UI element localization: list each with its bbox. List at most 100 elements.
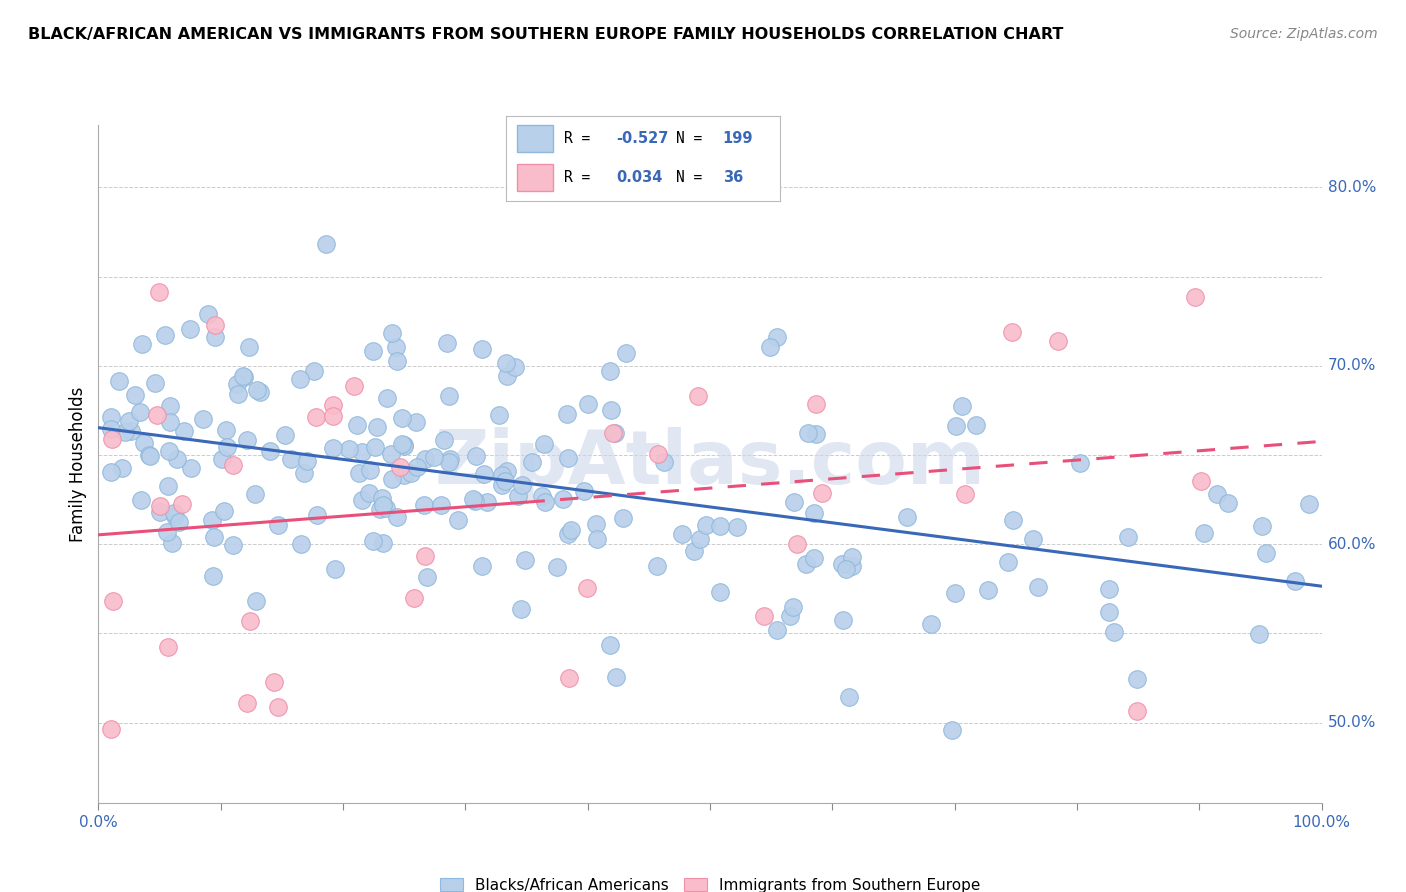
Point bbox=[557, 450, 579, 465]
Point bbox=[439, 451, 461, 466]
Point bbox=[391, 436, 413, 450]
Point bbox=[1254, 546, 1277, 560]
Text: 50.0%: 50.0% bbox=[1327, 715, 1376, 730]
Point bbox=[124, 387, 146, 401]
Point bbox=[513, 553, 536, 567]
Point bbox=[290, 372, 312, 386]
Point bbox=[179, 322, 201, 336]
Point bbox=[108, 374, 131, 388]
Point bbox=[553, 491, 575, 506]
Point bbox=[950, 399, 973, 413]
Point bbox=[953, 486, 976, 500]
Point bbox=[689, 532, 711, 546]
Point bbox=[614, 346, 637, 360]
Point bbox=[534, 495, 557, 509]
FancyBboxPatch shape bbox=[517, 164, 553, 192]
Point bbox=[413, 451, 436, 466]
Point bbox=[510, 602, 533, 616]
Point bbox=[831, 613, 853, 627]
Point bbox=[465, 449, 488, 463]
Point bbox=[143, 376, 166, 391]
Text: ZipAtlas.com: ZipAtlas.com bbox=[434, 427, 986, 500]
Point bbox=[1116, 530, 1139, 544]
Point bbox=[505, 359, 527, 374]
Point bbox=[392, 439, 415, 453]
Point bbox=[202, 530, 225, 544]
Point bbox=[920, 617, 942, 632]
Point bbox=[374, 501, 396, 516]
Point bbox=[585, 517, 607, 532]
Point bbox=[841, 549, 863, 564]
Point bbox=[373, 498, 395, 512]
Point bbox=[447, 513, 470, 527]
Point bbox=[766, 329, 789, 343]
Point bbox=[222, 458, 245, 472]
Point bbox=[149, 500, 172, 514]
Point bbox=[576, 397, 599, 411]
Point bbox=[1184, 289, 1206, 303]
Point bbox=[204, 318, 226, 332]
Point bbox=[599, 364, 621, 378]
Text: N =: N = bbox=[676, 170, 711, 186]
Point bbox=[803, 506, 825, 520]
Point bbox=[228, 386, 250, 401]
Point bbox=[169, 515, 191, 529]
Point bbox=[602, 425, 624, 440]
Point bbox=[392, 438, 415, 452]
Point bbox=[239, 614, 262, 628]
Point bbox=[155, 327, 177, 342]
Point bbox=[267, 518, 290, 533]
Point bbox=[243, 487, 266, 501]
Point bbox=[797, 425, 820, 440]
Point bbox=[129, 492, 152, 507]
Point bbox=[405, 460, 427, 475]
Point bbox=[786, 537, 808, 551]
Point bbox=[391, 410, 413, 425]
Point bbox=[1022, 532, 1045, 546]
Point bbox=[555, 407, 578, 421]
Point bbox=[156, 640, 179, 654]
Point bbox=[835, 562, 858, 576]
Point bbox=[1125, 673, 1147, 687]
Text: R =: R = bbox=[564, 170, 599, 186]
Point bbox=[322, 441, 344, 455]
Legend: Blacks/African Americans, Immigrants from Southern Europe: Blacks/African Americans, Immigrants fro… bbox=[433, 871, 987, 892]
Point bbox=[557, 671, 579, 685]
Point bbox=[160, 536, 183, 550]
Point bbox=[841, 558, 863, 573]
Point bbox=[1098, 605, 1121, 619]
Point bbox=[114, 425, 136, 439]
Point bbox=[1102, 624, 1125, 639]
Point bbox=[159, 415, 181, 429]
Point bbox=[804, 396, 827, 410]
Point bbox=[1298, 497, 1320, 511]
Point bbox=[120, 424, 142, 438]
Point bbox=[811, 485, 834, 500]
Point bbox=[1001, 325, 1024, 339]
Point bbox=[346, 418, 368, 433]
Point bbox=[236, 433, 259, 447]
Point bbox=[357, 486, 380, 500]
Point bbox=[138, 449, 160, 463]
Point bbox=[315, 236, 337, 251]
Point bbox=[290, 537, 312, 551]
Point bbox=[496, 369, 519, 384]
Point bbox=[148, 285, 170, 299]
Point bbox=[941, 723, 963, 737]
Point bbox=[709, 585, 731, 599]
Point bbox=[235, 696, 257, 710]
Point bbox=[491, 478, 513, 492]
Point bbox=[371, 536, 394, 550]
Point bbox=[977, 582, 1000, 597]
Point bbox=[359, 463, 381, 477]
Text: Source: ZipAtlas.com: Source: ZipAtlas.com bbox=[1230, 27, 1378, 41]
Point bbox=[496, 464, 519, 478]
Point bbox=[472, 467, 495, 481]
Point bbox=[546, 560, 568, 574]
Point bbox=[246, 384, 269, 398]
Point bbox=[322, 409, 344, 423]
Point bbox=[245, 593, 267, 607]
Point bbox=[586, 533, 609, 547]
Point bbox=[599, 638, 621, 652]
Point bbox=[156, 524, 179, 539]
